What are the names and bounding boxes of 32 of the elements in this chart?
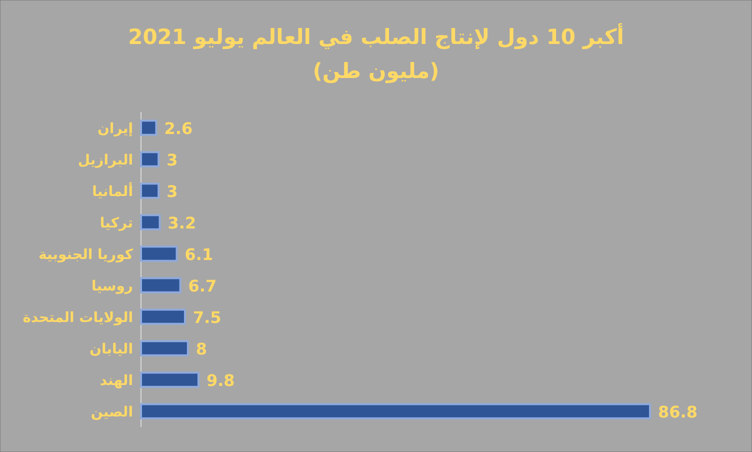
bar	[140, 151, 160, 168]
data-label: 86.8	[658, 402, 698, 422]
bar	[140, 120, 158, 136]
data-label: 6.1	[184, 244, 214, 264]
data-label: 3.2	[168, 213, 196, 232]
y-tick-label: ألمانيا	[92, 182, 133, 200]
bar	[140, 214, 161, 230]
y-tick-label: اليابان	[90, 341, 133, 358]
bar	[140, 340, 189, 356]
y-tick-label: الصين	[90, 404, 133, 420]
y-tick-label: الهند	[100, 372, 133, 389]
bar	[140, 372, 200, 388]
data-label: 6.7	[188, 276, 217, 296]
data-label: 2.6	[164, 118, 193, 138]
y-tick-label: البرازيل	[78, 152, 133, 168]
y-tick-label: كوريا الجنوبية	[38, 246, 134, 263]
bar	[140, 403, 651, 420]
y-tick-label: تركيا	[100, 215, 133, 232]
y-tick-label: الولايات المتحدة	[22, 310, 133, 326]
y-tick-label: روسيا	[91, 278, 133, 294]
data-label: 3	[166, 182, 178, 201]
chart-subtitle: (مليون طن)	[312, 59, 440, 84]
bar	[140, 246, 178, 262]
data-label: 3	[166, 150, 178, 170]
chart-title: أكبر 10 دول لإنتاج الصلب في العالم يوليو 2021	[128, 23, 624, 50]
data-label: 9.8	[206, 370, 235, 390]
data-label: 8	[196, 339, 208, 358]
y-tick-label: إيران	[97, 120, 133, 137]
data-label: 7.5	[192, 308, 222, 327]
bar	[140, 277, 182, 294]
bar	[140, 182, 160, 199]
bar	[140, 308, 186, 325]
